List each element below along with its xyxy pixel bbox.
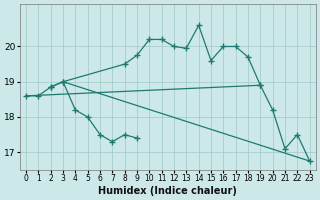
X-axis label: Humidex (Indice chaleur): Humidex (Indice chaleur): [98, 186, 237, 196]
